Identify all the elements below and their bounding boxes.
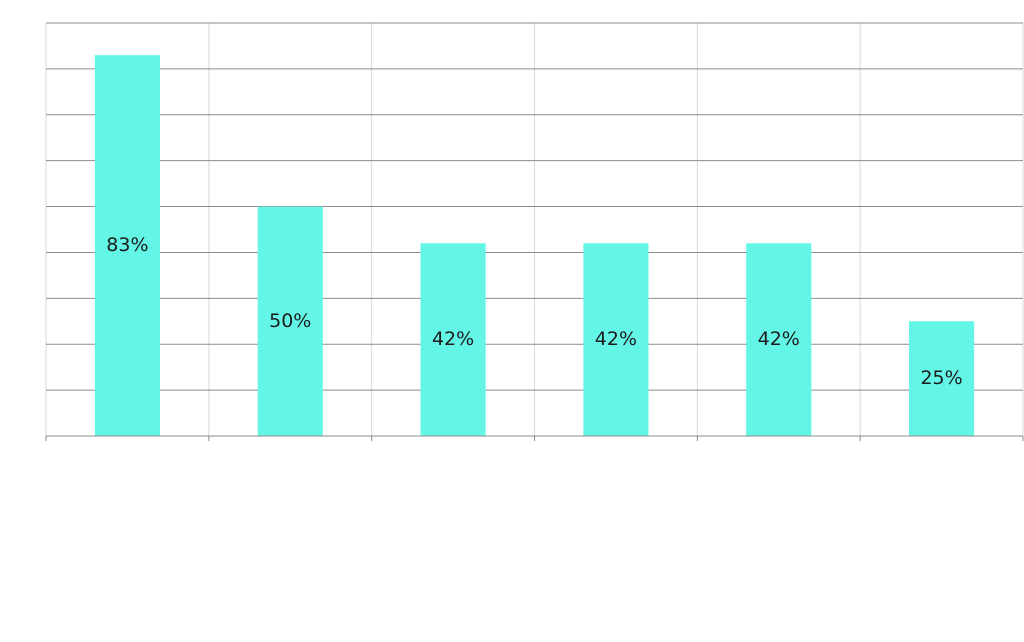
- data-label-6: 25%: [920, 367, 962, 389]
- data-label-5: 42%: [758, 328, 800, 350]
- bar-2: [257, 206, 323, 436]
- x-axis: [45, 435, 1024, 441]
- bar-3: [420, 243, 486, 436]
- grid: [45, 22, 1024, 436]
- bar-1: [94, 55, 160, 436]
- data-label-3: 42%: [432, 328, 474, 350]
- data-label-4: 42%: [595, 328, 637, 350]
- data-label-2: 50%: [269, 310, 311, 332]
- bar-4: [583, 243, 649, 436]
- bar-6: [909, 321, 975, 436]
- data-labels: 83% 50% 42% 42% 42% 25%: [106, 234, 962, 389]
- bar-5: [746, 243, 812, 436]
- data-label-1: 83%: [106, 234, 148, 256]
- bars: [94, 55, 975, 436]
